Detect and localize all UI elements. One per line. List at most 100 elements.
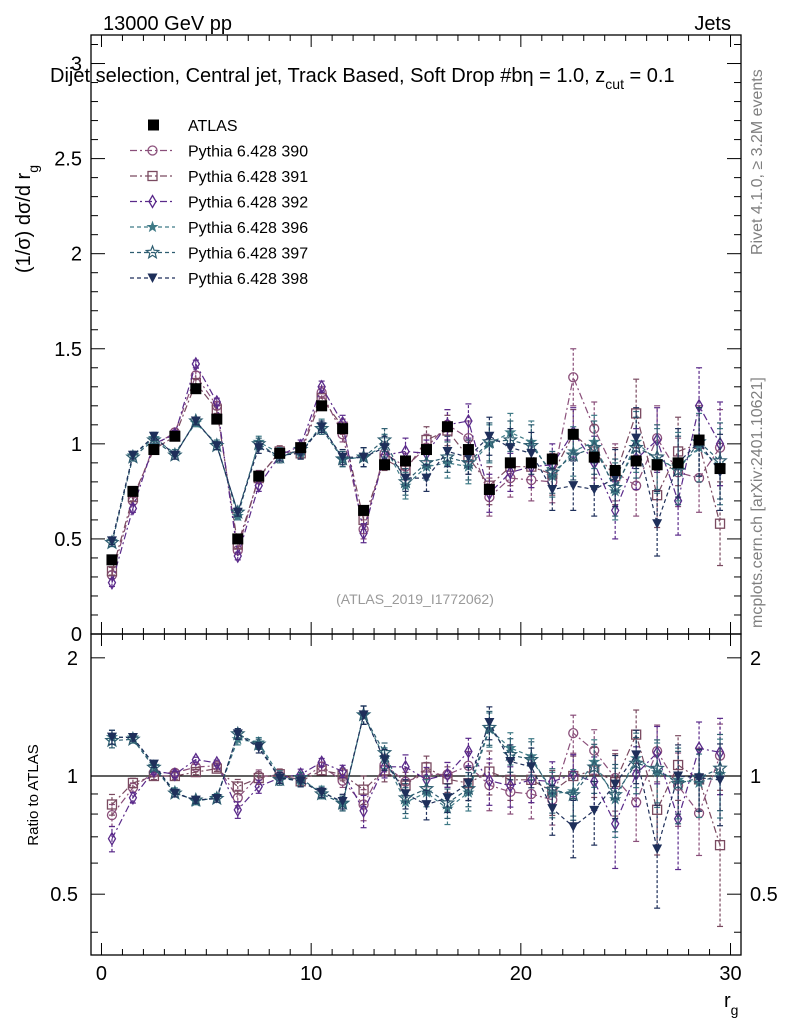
atlas-point bbox=[630, 455, 642, 467]
ratio-point bbox=[211, 794, 222, 804]
ratio-point bbox=[652, 844, 663, 855]
legend-label: Pythia 6.428 398 bbox=[188, 271, 308, 288]
ratio-point bbox=[127, 733, 138, 743]
ratio-point bbox=[358, 784, 369, 795]
atlas-point bbox=[337, 423, 349, 435]
ratio-point bbox=[547, 804, 558, 814]
data-point bbox=[107, 575, 117, 590]
ratio-point bbox=[316, 787, 327, 798]
ratio-point bbox=[652, 745, 662, 761]
ratio-point bbox=[359, 803, 368, 819]
data-point bbox=[589, 484, 600, 495]
ratio-y-tick-label: 0.5 bbox=[50, 884, 78, 906]
y-tick-label: 2.5 bbox=[54, 149, 82, 171]
data-point bbox=[253, 443, 264, 453]
ratio-point bbox=[568, 822, 579, 832]
ratio-point bbox=[107, 831, 117, 846]
data-point bbox=[670, 462, 686, 478]
data-point bbox=[631, 480, 642, 491]
ratio-point bbox=[443, 767, 452, 782]
x-tick-label: 10 bbox=[300, 963, 322, 985]
data-point bbox=[631, 433, 642, 444]
atlas-point bbox=[567, 428, 579, 440]
atlas-point bbox=[148, 444, 160, 456]
data-point bbox=[673, 493, 683, 509]
ratio-point bbox=[505, 756, 516, 767]
y-tick-label: 0.5 bbox=[54, 529, 82, 551]
ratio-point bbox=[253, 743, 264, 753]
atlas-point bbox=[316, 400, 328, 412]
ratio-point bbox=[337, 797, 348, 807]
ratio-series-line bbox=[111, 732, 721, 846]
ratio-point bbox=[589, 805, 600, 816]
atlas-data bbox=[106, 383, 726, 566]
data-point bbox=[254, 478, 263, 493]
atlas-point bbox=[441, 421, 453, 433]
ratio-point bbox=[506, 778, 515, 794]
ratio-point bbox=[106, 810, 118, 821]
ratio-point bbox=[232, 729, 243, 739]
x-tick-label: 0 bbox=[96, 963, 107, 985]
ratio-point bbox=[232, 781, 243, 792]
data-point bbox=[169, 450, 180, 461]
ratio-point bbox=[106, 732, 117, 743]
ratio-point bbox=[170, 767, 180, 782]
legend-label: Pythia 6.428 390 bbox=[188, 144, 308, 161]
ratio-point bbox=[463, 778, 474, 789]
data-point bbox=[190, 416, 201, 427]
legend-label: Pythia 6.428 397 bbox=[188, 246, 308, 263]
y-axis-title: (1/σ) dσ/d rg bbox=[13, 165, 41, 273]
ratio-point bbox=[146, 759, 162, 775]
ratio-y-tick-label-right: 1 bbox=[750, 766, 761, 788]
ratio-point bbox=[715, 775, 726, 785]
atlas-point bbox=[420, 444, 432, 456]
legend-marker bbox=[146, 220, 159, 233]
data-point bbox=[358, 452, 369, 463]
atlas-point bbox=[525, 457, 537, 469]
ratio-point bbox=[526, 788, 537, 800]
data-point bbox=[714, 518, 726, 529]
ratio-point bbox=[418, 780, 435, 796]
atlas-point bbox=[106, 554, 118, 566]
ratio-point bbox=[484, 766, 495, 777]
atlas-point bbox=[211, 413, 223, 425]
data-point bbox=[547, 484, 558, 495]
ratio-point bbox=[127, 777, 139, 789]
ratio-point bbox=[565, 786, 581, 802]
ratio-point bbox=[106, 799, 118, 810]
x-axis-title: rg bbox=[724, 990, 738, 1018]
ratio-point bbox=[400, 789, 411, 799]
ratio-point bbox=[338, 764, 347, 779]
atlas-point bbox=[693, 434, 705, 446]
ratio-y-axis-title: Ratio to ATLAS bbox=[25, 744, 42, 845]
ratio-point bbox=[254, 779, 263, 794]
data-point bbox=[484, 431, 495, 442]
y-tick-label: 1 bbox=[71, 434, 82, 456]
series-5 bbox=[106, 407, 726, 909]
atlas-point bbox=[588, 451, 600, 463]
data-point bbox=[568, 481, 579, 491]
header-left: 13000 GeV pp bbox=[103, 13, 232, 35]
data-point bbox=[233, 548, 243, 564]
ratio-point bbox=[631, 750, 642, 760]
data-point bbox=[506, 465, 515, 480]
series-line bbox=[111, 421, 721, 541]
data-point bbox=[337, 452, 348, 463]
ratio-point bbox=[190, 766, 201, 778]
ratio-point bbox=[714, 839, 726, 851]
ratio-point bbox=[586, 758, 602, 774]
ratio-point bbox=[212, 755, 222, 771]
atlas-point bbox=[651, 459, 663, 471]
ratio-point bbox=[148, 759, 159, 770]
atlas-point bbox=[379, 459, 391, 471]
atlas-point bbox=[462, 444, 474, 456]
mcplots-label: mcplots.cern.ch [arXiv:2401.10621] bbox=[749, 377, 766, 628]
data-point bbox=[212, 394, 222, 410]
atlas-point bbox=[714, 463, 726, 475]
ratio-point bbox=[672, 759, 684, 771]
y-tick-label-zero: 0 bbox=[71, 624, 82, 646]
data-point bbox=[505, 443, 516, 453]
atlas-point bbox=[232, 533, 244, 545]
legend-label: Pythia 6.428 392 bbox=[188, 195, 308, 212]
